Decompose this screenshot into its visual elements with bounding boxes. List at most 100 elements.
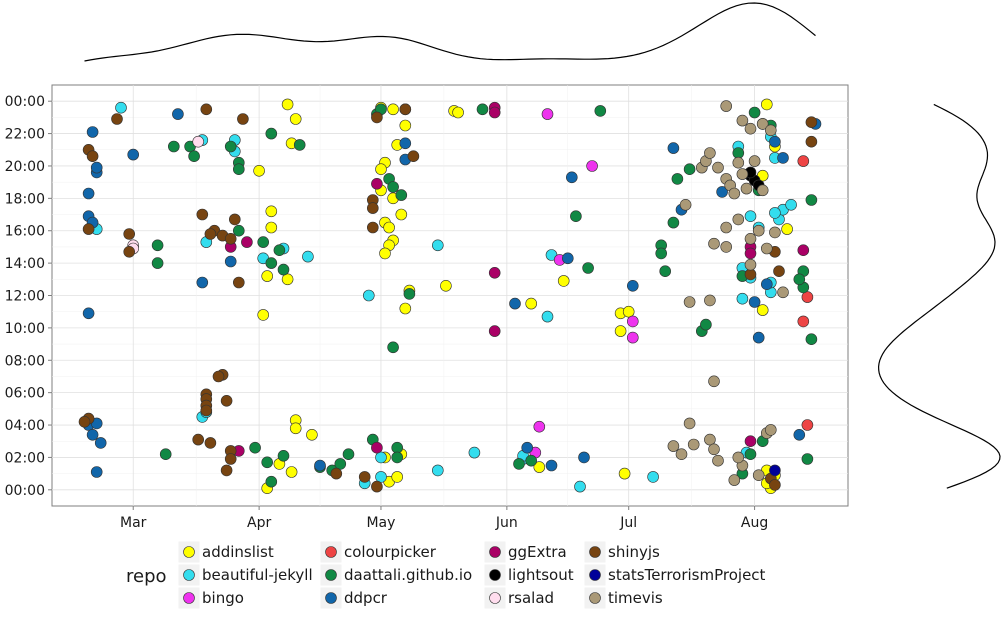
data-point xyxy=(732,213,745,226)
data-point xyxy=(785,199,797,211)
data-point xyxy=(273,244,286,256)
data-point xyxy=(224,453,237,465)
y-tick-label: 18:00 xyxy=(5,191,45,207)
data-point xyxy=(525,454,538,467)
data-point xyxy=(82,223,95,235)
legend-swatch xyxy=(489,569,501,581)
data-point xyxy=(557,275,570,287)
legend-label: shinyjs xyxy=(608,543,660,561)
data-point xyxy=(188,150,200,162)
data-point xyxy=(204,228,217,240)
data-point xyxy=(86,150,99,162)
data-point xyxy=(281,98,294,111)
data-point xyxy=(261,270,274,282)
data-point xyxy=(744,268,757,281)
data-point xyxy=(82,307,95,320)
data-point xyxy=(358,471,371,483)
data-point xyxy=(769,135,781,148)
data-point xyxy=(805,116,818,128)
data-point xyxy=(261,456,274,469)
data-point xyxy=(265,475,278,488)
data-point xyxy=(233,224,245,237)
data-point xyxy=(752,331,765,344)
data-point xyxy=(82,187,95,200)
data-point xyxy=(233,163,245,175)
data-point xyxy=(744,247,757,260)
data-point xyxy=(224,233,237,245)
data-point xyxy=(764,424,777,436)
data-point xyxy=(281,273,294,286)
data-point xyxy=(371,480,383,493)
data-point xyxy=(667,216,680,229)
data-point xyxy=(391,451,404,464)
legend-swatch xyxy=(183,569,195,581)
data-point xyxy=(265,257,278,269)
data-point xyxy=(277,263,290,276)
data-point xyxy=(90,161,103,174)
data-point xyxy=(229,213,241,226)
legend-item: statsTerrorismProject xyxy=(583,563,766,587)
data-point xyxy=(756,184,769,197)
legend-label: colourpicker xyxy=(344,543,437,561)
right-marginal-density xyxy=(877,103,1001,489)
data-point xyxy=(752,469,765,482)
data-point xyxy=(257,236,270,248)
data-point xyxy=(391,441,404,454)
legend-swatch xyxy=(489,546,501,558)
data-point xyxy=(111,113,123,125)
data-point xyxy=(781,223,793,235)
data-point xyxy=(285,466,298,478)
y-tick-label: 00:00 xyxy=(5,94,45,110)
data-point xyxy=(671,173,684,185)
data-point xyxy=(488,325,501,337)
data-point xyxy=(196,276,209,289)
data-point xyxy=(233,276,245,289)
data-point xyxy=(395,208,408,221)
y-tick-label: 12:00 xyxy=(5,289,45,305)
data-point xyxy=(78,415,91,428)
data-point xyxy=(769,226,781,239)
legend-label: ddpcr xyxy=(344,589,388,607)
data-point xyxy=(399,137,412,150)
data-point xyxy=(720,100,733,112)
y-tick-label: 20:00 xyxy=(5,159,45,175)
data-point xyxy=(805,194,818,206)
data-point xyxy=(306,428,318,441)
legend-swatch xyxy=(589,546,601,558)
data-point xyxy=(541,310,554,323)
data-point xyxy=(212,370,225,383)
data-point xyxy=(655,247,668,260)
data-point xyxy=(647,471,659,483)
data-point xyxy=(488,266,501,279)
legend-item: beautiful-jekyll xyxy=(177,563,313,587)
data-point xyxy=(704,147,716,159)
legend-item: ddpcr xyxy=(319,586,388,610)
data-point xyxy=(302,250,314,263)
data-point xyxy=(127,148,139,161)
y-tick-label: 00:00 xyxy=(5,483,45,499)
data-point xyxy=(728,187,741,200)
data-points xyxy=(78,98,822,495)
data-point xyxy=(769,207,781,219)
legend-title: repo xyxy=(126,566,167,587)
x-tick-label: Mar xyxy=(120,515,147,531)
data-point xyxy=(756,118,769,130)
legend-label: daattali.github.io xyxy=(344,566,472,584)
data-point xyxy=(379,247,391,260)
legend-label: ggExtra xyxy=(508,543,567,561)
data-point xyxy=(777,152,789,164)
data-point xyxy=(168,140,180,153)
data-point xyxy=(123,246,135,258)
data-point xyxy=(314,459,326,472)
data-point xyxy=(342,448,355,461)
data-point xyxy=(468,446,481,459)
data-point xyxy=(366,202,379,214)
data-point xyxy=(570,210,582,222)
data-point xyxy=(237,113,249,125)
data-point xyxy=(748,155,761,167)
x-tick-label: Jul xyxy=(619,515,637,531)
top-marginal-density xyxy=(84,2,816,62)
data-point xyxy=(159,448,172,461)
legend-swatch xyxy=(325,592,337,604)
data-point xyxy=(748,296,761,308)
